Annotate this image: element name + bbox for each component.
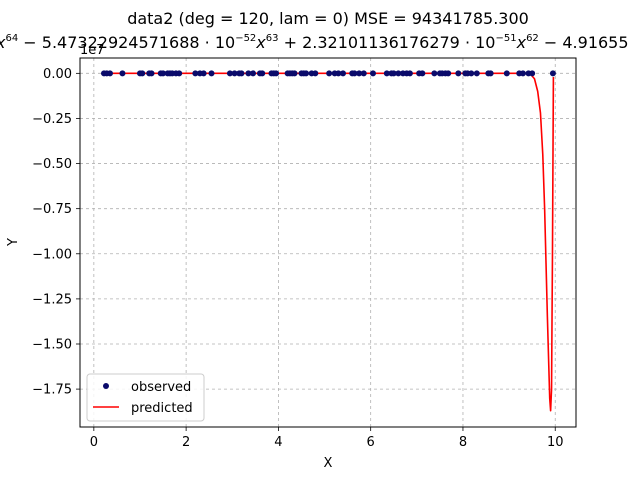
y-tick-label: −1.50 [32, 337, 72, 352]
legend-predicted-label: predicted [131, 401, 193, 416]
observed-point [231, 70, 238, 77]
plot-frame [79, 57, 577, 428]
y-tick-label: −1.00 [32, 247, 72, 262]
point-layer [100, 70, 556, 77]
observed-point [473, 70, 480, 77]
observed-point [208, 70, 215, 77]
observed-point [419, 70, 426, 77]
y-offset-label: 1e7 [80, 43, 105, 58]
observed-point [360, 70, 367, 77]
observed-point [106, 70, 113, 77]
line-layer [103, 72, 555, 412]
x-tick-label: 8 [459, 435, 467, 450]
observed-point [383, 70, 390, 77]
y-axis-label: Y [6, 238, 21, 247]
subtitle-term4: x [516, 33, 527, 52]
subtitle-term1: − 5.47322924571688 · 10 [18, 33, 235, 52]
observed-point [468, 70, 475, 77]
y-tick-label: −0.25 [32, 112, 72, 127]
x-tick-label: 10 [547, 435, 564, 450]
observed-point [192, 70, 199, 77]
observed-point [226, 70, 233, 77]
chart-title: data2 (deg = 120, lam = 0) MSE = 9434178… [127, 9, 529, 28]
observed-point [356, 70, 363, 77]
subtitle-lead-exp: 64 [5, 33, 18, 44]
observed-point [259, 70, 266, 77]
subtitle-term3-exp: −51 [495, 33, 516, 44]
observed-point [487, 70, 494, 77]
observed-point [326, 70, 333, 77]
observed-point [312, 70, 319, 77]
observed-point [549, 70, 556, 77]
x-tick-label: 4 [274, 435, 282, 450]
subtitle-term4-exp: 62 [526, 33, 539, 44]
observed-point [351, 70, 358, 77]
legend-box [86, 373, 205, 422]
subtitle-term3: + 2.32101136176279 · 10 [279, 33, 496, 52]
predicted-line [103, 72, 555, 412]
subtitle-lead: x [0, 33, 6, 52]
y-tick-label: −0.50 [32, 157, 72, 172]
legend-observed-label: observed [131, 380, 191, 395]
legend-observed-marker [103, 383, 109, 389]
x-tick-label: 6 [367, 435, 375, 450]
subtitle-term5: − 4.91655 [539, 33, 629, 52]
y-tick-label: −1.25 [32, 292, 72, 307]
legend: observed predicted [86, 373, 205, 422]
y-tick-label: −1.75 [32, 383, 72, 398]
observed-point [455, 70, 462, 77]
subtitle-term1-exp: −52 [235, 33, 256, 44]
x-tick-label: 0 [90, 435, 98, 450]
observed-point [119, 70, 126, 77]
grid-layer [80, 58, 576, 427]
observed-point [503, 70, 510, 77]
x-tick-label: 2 [182, 435, 190, 450]
observed-point [406, 70, 413, 77]
y-tick-label: −0.75 [32, 202, 72, 217]
observed-point [340, 70, 346, 77]
observed-point [529, 70, 536, 77]
observed-point [148, 70, 155, 77]
observed-point [369, 70, 376, 77]
observed-point [176, 70, 183, 77]
observed-point [303, 70, 310, 77]
observed-point [445, 70, 452, 77]
observed-point [395, 70, 402, 77]
observed-point [431, 70, 438, 77]
observed-point [273, 70, 280, 77]
observed-point [139, 70, 146, 77]
y-tick-label: 0.00 [43, 67, 72, 82]
chart-subtitle: x64 − 5.47322924571688 · 10−52x63 + 2.32… [0, 33, 629, 52]
observed-point [245, 70, 252, 77]
x-axis-label: X [324, 456, 333, 471]
observed-point [291, 70, 298, 77]
observed-point [250, 70, 257, 77]
subtitle-term2-exp: 63 [266, 33, 279, 44]
observed-point [200, 70, 207, 77]
tick-layer: 0 2 4 6 8 10 0.00 −0.25 −0.50 −0.75 −1.00 −1.25 −1.5… [32, 67, 563, 450]
observed-point [335, 70, 342, 77]
observed-point [238, 70, 245, 77]
observed-point [160, 70, 167, 77]
observed-point [390, 70, 397, 77]
observed-point [519, 70, 526, 77]
subtitle-term2: x [255, 33, 266, 52]
